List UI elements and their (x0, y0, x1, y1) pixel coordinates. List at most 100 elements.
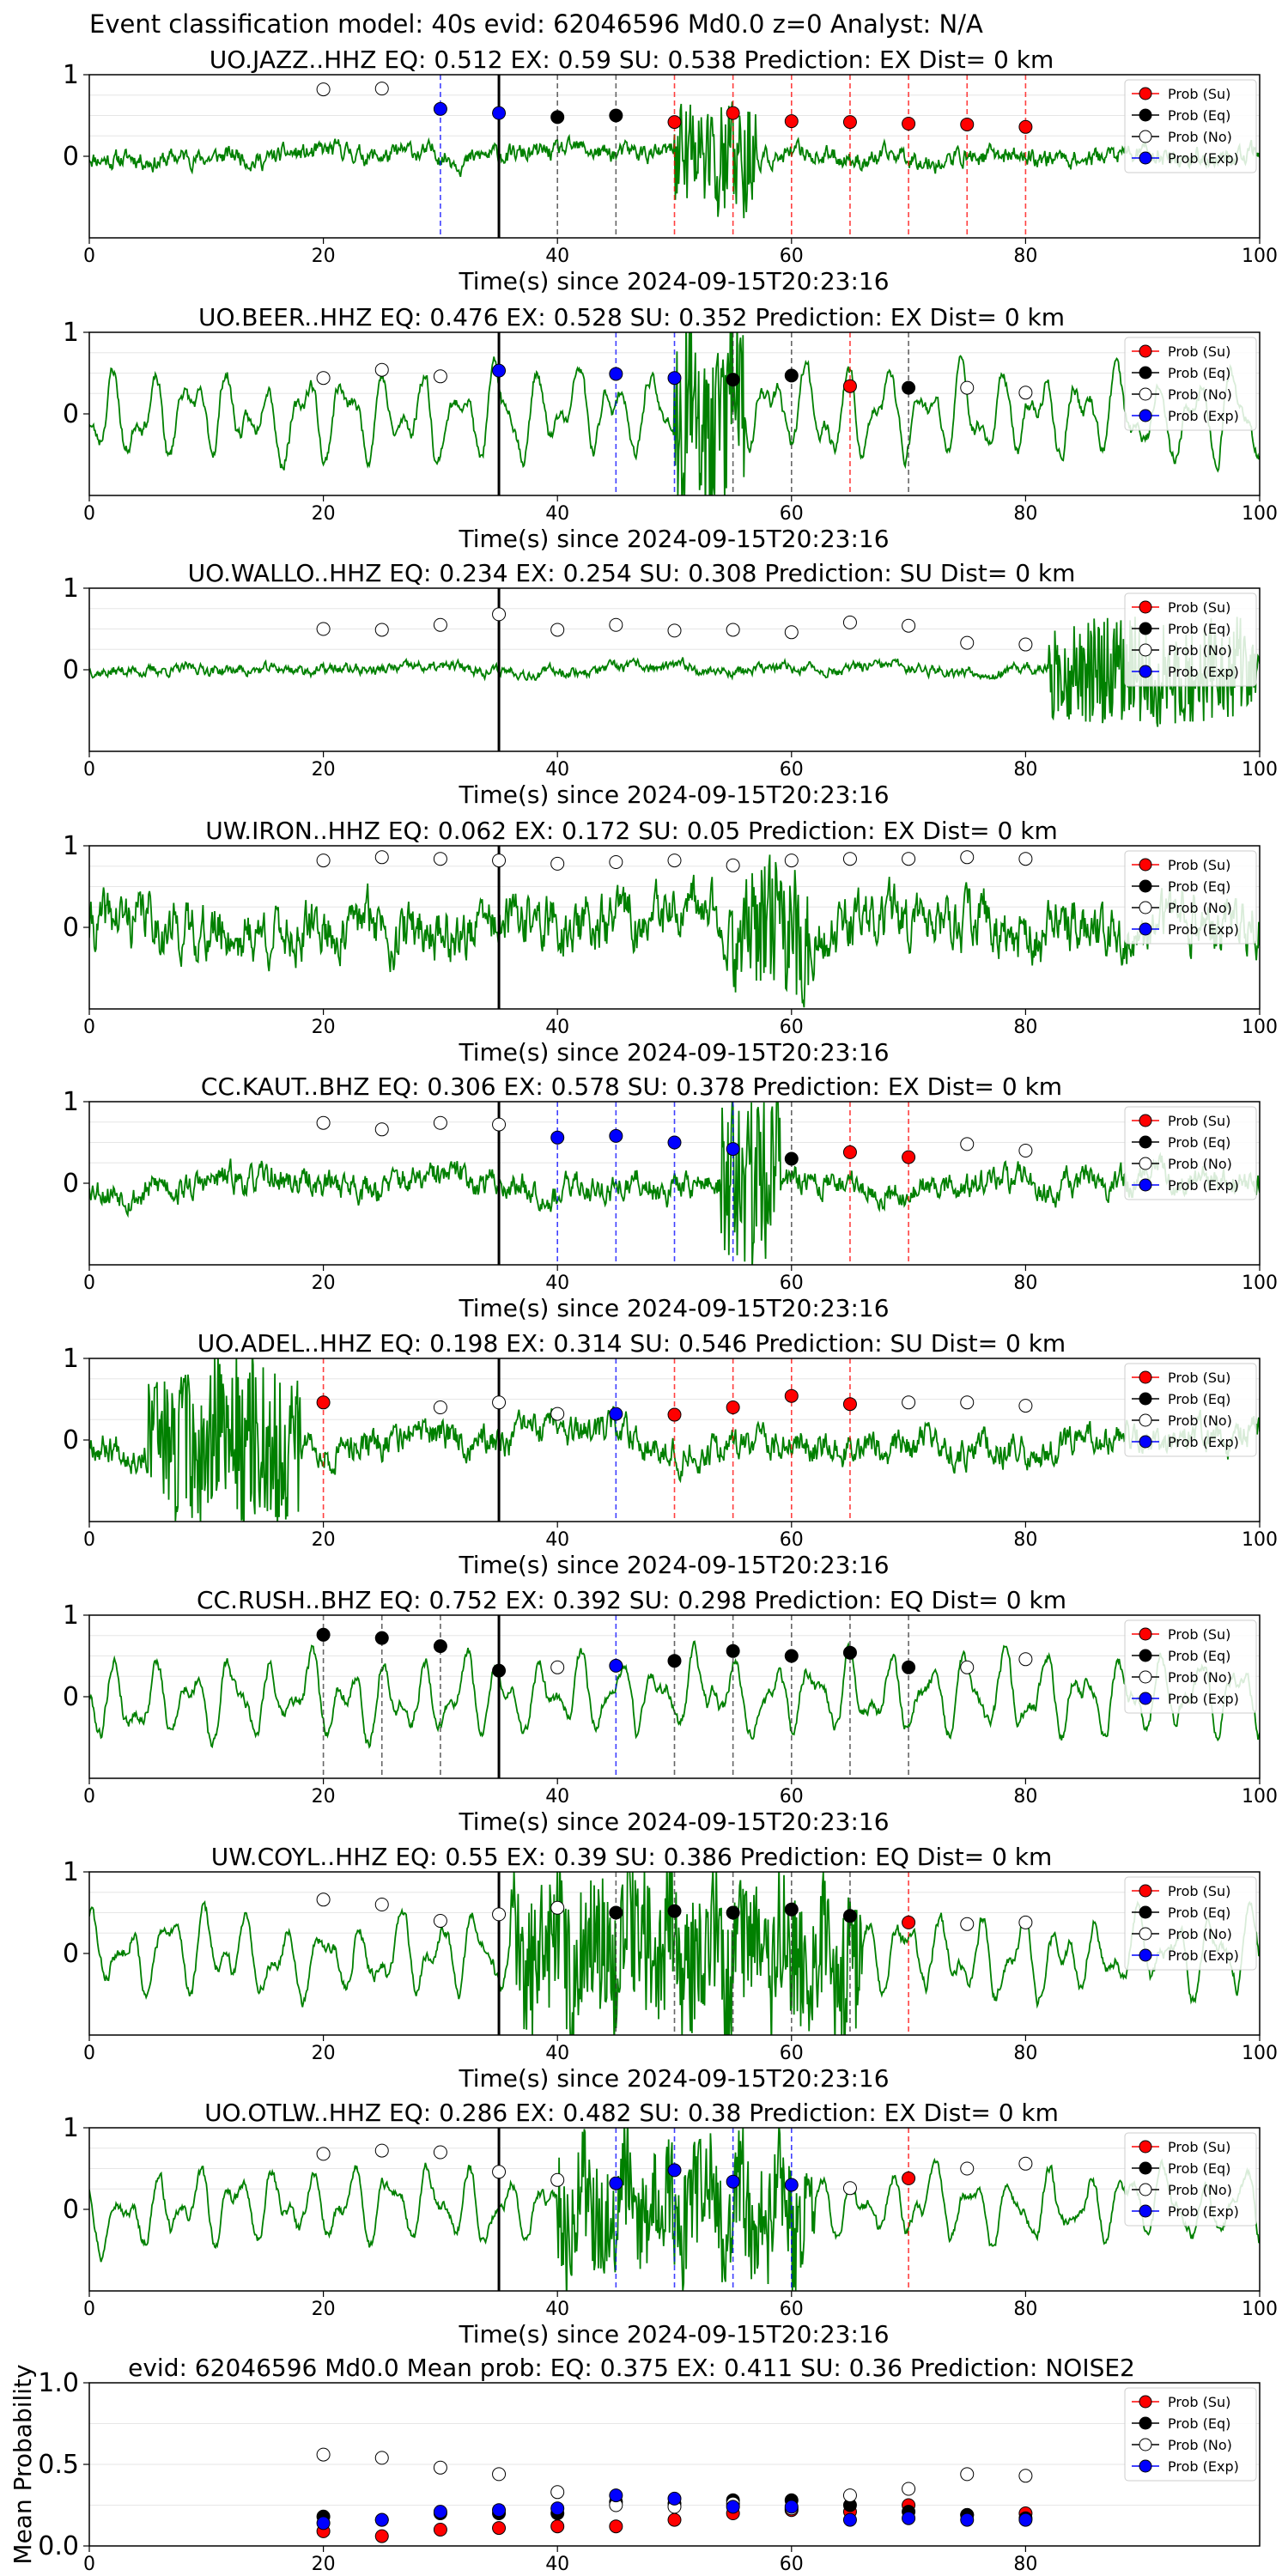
mean-prob-point-no (550, 2485, 565, 2500)
prob-point-no (316, 854, 331, 868)
legend-label: Prob (No) (1168, 642, 1232, 659)
prob-point-no (492, 607, 507, 622)
prob-point-exp (609, 1406, 623, 1421)
prob-point-eq (667, 1654, 682, 1668)
legend-label: Prob (Exp) (1168, 664, 1239, 680)
waveform-trace (89, 2128, 1260, 2291)
prob-point-no (609, 855, 623, 869)
x-tick-label: 80 (1013, 1786, 1037, 1807)
mean-prob-point-exp (960, 2512, 975, 2527)
x-tick-label: 20 (312, 2043, 336, 2064)
white-circle-marker (1139, 1157, 1152, 1170)
x-tick-label: 80 (1013, 2554, 1037, 2575)
legend-label: Prob (Eq) (1168, 2160, 1230, 2177)
prob-point-no (784, 625, 799, 640)
prob-point-no (550, 1900, 565, 1915)
black-circle-marker (1139, 1649, 1152, 1662)
legend-label: Prob (Exp) (1168, 2203, 1239, 2220)
x-tick-label: 100 (1242, 503, 1278, 525)
panel-6: UO.ADEL..HHZ EQ: 0.198 EX: 0.314 SU: 0.5… (63, 1329, 1278, 1579)
white-circle-marker (1139, 1927, 1152, 1941)
x-tick-label: 0 (83, 1017, 95, 1038)
legend-label: Prob (No) (1168, 1156, 1232, 1172)
prob-point-no (316, 82, 331, 97)
prob-point-su (960, 117, 975, 131)
legend-label: Prob (Eq) (1168, 2415, 1230, 2432)
prob-point-no (433, 617, 447, 632)
legend-box (1124, 1106, 1257, 1200)
panel-10: evid: 62046596 Md0.0 Mean prob: EQ: 0.37… (9, 2354, 1261, 2575)
legend-label: Prob (Eq) (1168, 1905, 1230, 1921)
prob-point-no (1018, 852, 1033, 866)
x-tick-label: 40 (545, 1017, 569, 1038)
y-tick-label: 1 (63, 2113, 79, 2143)
prob-point-no (316, 1115, 331, 1130)
blue-circle-marker (1139, 1435, 1152, 1449)
prob-point-no (492, 854, 507, 868)
prob-point-no (960, 1660, 975, 1674)
prob-point-su (316, 1395, 331, 1410)
legend-label: Prob (Su) (1168, 599, 1230, 616)
prob-point-no (1018, 1915, 1033, 1929)
mean-prob-point-no (842, 2488, 857, 2503)
prob-point-no (316, 622, 331, 636)
mean-prob-point-exp (550, 2501, 565, 2516)
x-tick-label: 60 (780, 2299, 804, 2320)
legend-label: Prob (Exp) (1168, 921, 1239, 938)
x-tick-label: 20 (312, 503, 336, 525)
prob-point-no (1018, 1399, 1033, 1413)
panel-1: UO.JAZZ..HHZ EQ: 0.512 EX: 0.59 SU: 0.53… (63, 46, 1278, 295)
prob-point-no (609, 617, 623, 632)
prob-point-no (960, 1137, 975, 1151)
prob-point-no (726, 858, 740, 872)
prob-point-no (433, 2145, 447, 2160)
black-circle-marker (1139, 1905, 1152, 1919)
mean-prob-point-exp (902, 2511, 916, 2525)
y-tick-label: 0.5 (38, 2450, 79, 2480)
black-circle-marker (1139, 879, 1152, 893)
x-tick-label: 40 (545, 1786, 569, 1807)
prob-point-no (433, 852, 447, 866)
prob-point-su (842, 115, 857, 130)
x-axis-label: Time(s) since 2024-09-15T20:23:16 (458, 1294, 889, 1322)
legend-label: Prob (No) (1168, 900, 1232, 916)
x-tick-label: 100 (1242, 1786, 1278, 1807)
x-tick-label: 80 (1013, 2043, 1037, 2064)
prob-point-no (492, 2165, 507, 2179)
prob-point-no (433, 1115, 447, 1130)
x-tick-label: 0 (83, 503, 95, 525)
legend-box (1124, 2132, 1257, 2227)
y-tick-label: 1 (63, 574, 79, 604)
prob-point-su (902, 1150, 916, 1164)
x-tick-label: 0 (83, 2043, 95, 2064)
x-tick-label: 80 (1013, 2299, 1037, 2320)
x-tick-label: 80 (1013, 1273, 1037, 1294)
x-tick-label: 100 (1242, 1273, 1278, 1294)
prob-point-no (550, 623, 565, 637)
prob-point-exp (667, 371, 682, 386)
legend-label: Prob (Su) (1168, 857, 1230, 873)
x-tick-label: 20 (312, 2299, 336, 2320)
legend-label: Prob (No) (1168, 2437, 1232, 2453)
mean-prob-point-su (609, 2519, 623, 2534)
legend-label: Prob (Su) (1168, 343, 1230, 360)
mean-prob-point-exp (726, 2500, 740, 2514)
prob-point-eq (784, 1902, 799, 1917)
prob-point-no (902, 852, 916, 866)
panel-2: UO.BEER..HHZ EQ: 0.476 EX: 0.528 SU: 0.3… (63, 303, 1278, 553)
prob-point-su (842, 1145, 857, 1159)
prob-point-no (550, 1660, 565, 1674)
prob-point-no (842, 2181, 857, 2196)
mean-prob-point-no (902, 2482, 916, 2496)
prob-point-eq (784, 368, 799, 383)
x-tick-label: 40 (545, 2043, 569, 2064)
mean-prob-point-exp (784, 2500, 799, 2514)
prob-point-no (667, 854, 682, 868)
y-tick-label: 1 (63, 318, 79, 348)
prob-point-no (433, 1400, 447, 1414)
prob-point-su (726, 1400, 740, 1414)
x-tick-label: 0 (83, 1529, 95, 1551)
mean-prob-point-su (374, 2529, 389, 2543)
red-circle-marker (1139, 344, 1152, 358)
panel-7: CC.RUSH..BHZ EQ: 0.752 EX: 0.392 SU: 0.2… (63, 1586, 1278, 1836)
